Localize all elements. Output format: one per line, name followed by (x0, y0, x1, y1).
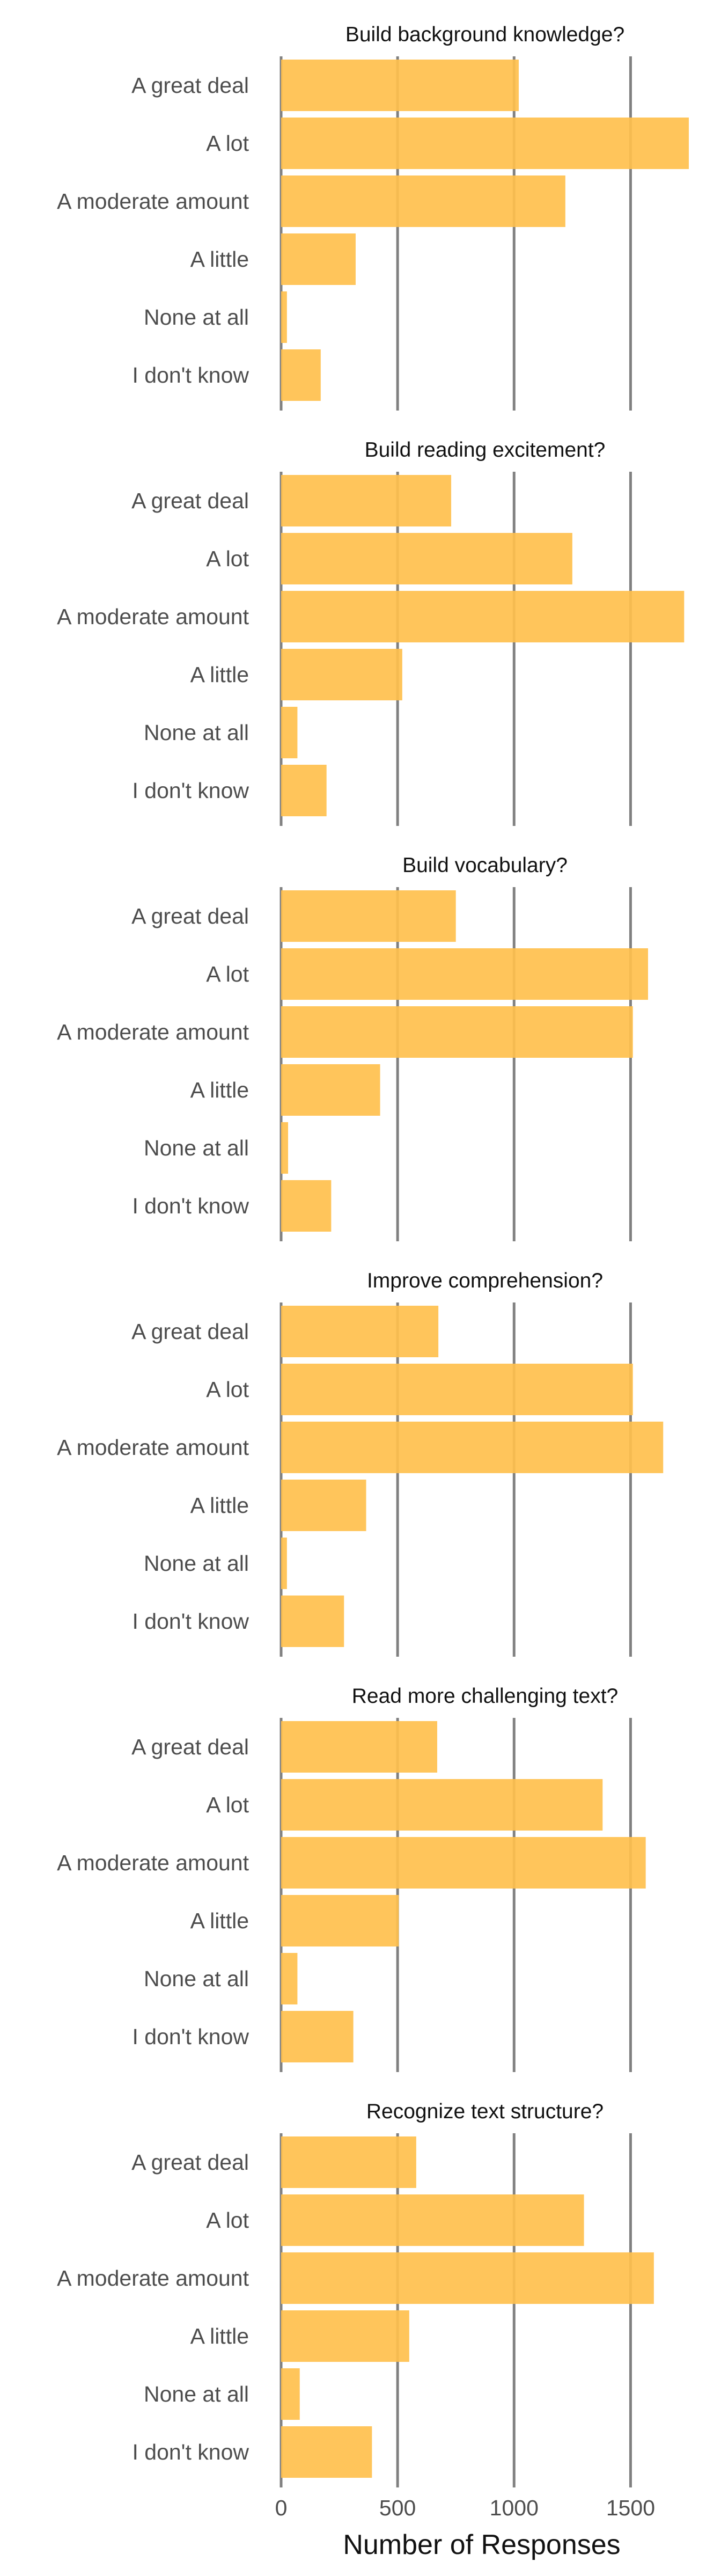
panel-title: Build reading excitement? (365, 438, 606, 462)
category-label: A little (190, 1493, 249, 1518)
bar (281, 60, 519, 111)
category-label: A great deal (131, 1735, 249, 1759)
bar (281, 1596, 344, 1647)
category-label: A little (190, 662, 249, 687)
category-label: A great deal (131, 488, 249, 513)
bar (281, 890, 456, 942)
x-tick-label: 0 (275, 2496, 288, 2520)
bar (281, 707, 298, 758)
category-label: None at all (144, 305, 249, 330)
panel-title: Recognize text structure? (366, 2100, 604, 2123)
bar (281, 1364, 633, 1415)
category-label: A great deal (131, 904, 249, 928)
category-label: I don't know (132, 2440, 249, 2464)
category-label: I don't know (132, 1609, 249, 1634)
bar (281, 1306, 439, 1357)
category-label: I don't know (132, 363, 249, 387)
category-label: A great deal (131, 73, 249, 98)
bar (281, 233, 356, 285)
bar (281, 1779, 603, 1831)
panel-title: Build vocabulary? (402, 854, 568, 877)
category-label: None at all (144, 2382, 249, 2406)
category-label: A great deal (131, 1319, 249, 1344)
category-label: None at all (144, 1551, 249, 1576)
category-label: A lot (206, 1792, 249, 1817)
category-label: A lot (206, 131, 249, 156)
category-label: I don't know (132, 778, 249, 803)
bar (281, 2252, 654, 2304)
bar (281, 118, 689, 169)
bar (281, 2011, 354, 2062)
bar (281, 1422, 664, 1473)
bar (281, 1721, 437, 1773)
x-tick-label: 1500 (606, 2496, 655, 2520)
bar (281, 1895, 399, 1946)
category-label: A little (190, 1078, 249, 1102)
x-axis-title: Number of Responses (343, 2529, 620, 2560)
category-label: A moderate amount (57, 1850, 249, 1875)
bar (281, 2136, 416, 2188)
bar (281, 349, 321, 401)
bar (281, 1538, 287, 1589)
bar (281, 948, 648, 1000)
bar (281, 2368, 300, 2420)
category-label: None at all (144, 1966, 249, 1991)
category-label: A moderate amount (57, 604, 249, 629)
panel-title: Improve comprehension? (367, 1269, 603, 1292)
bar (281, 2194, 584, 2246)
panel-title: Build background knowledge? (345, 23, 624, 46)
category-label: A moderate amount (57, 1020, 249, 1044)
bar (281, 649, 402, 700)
category-label: None at all (144, 1136, 249, 1160)
category-label: A little (190, 1908, 249, 1933)
bar (281, 1180, 332, 1232)
category-label: None at all (144, 720, 249, 745)
x-tick-label: 500 (379, 2496, 416, 2520)
bar (281, 1122, 289, 1174)
bar (281, 475, 452, 526)
bar (281, 1953, 298, 2004)
category-label: A lot (206, 2208, 249, 2233)
category-label: A lot (206, 546, 249, 571)
x-tick-label: 1000 (490, 2496, 539, 2520)
category-label: A little (190, 2324, 249, 2348)
bar (281, 591, 685, 642)
category-label: A moderate amount (57, 2266, 249, 2290)
bar (281, 1064, 380, 1116)
bar (281, 2310, 409, 2362)
bar (281, 175, 565, 227)
bar (281, 533, 572, 584)
bar (281, 1006, 633, 1058)
category-label: A lot (206, 962, 249, 986)
panel-title: Read more challenging text? (352, 1685, 618, 1708)
category-label: A great deal (131, 2150, 249, 2175)
category-label: A moderate amount (57, 1435, 249, 1460)
bar (281, 1480, 366, 1531)
bar (281, 765, 327, 816)
category-label: A little (190, 247, 249, 272)
category-label: I don't know (132, 2024, 249, 2049)
category-label: A lot (206, 1377, 249, 1402)
category-label: A moderate amount (57, 189, 249, 214)
bar (281, 291, 287, 343)
bar (281, 2426, 372, 2478)
bar (281, 1837, 646, 1889)
category-label: I don't know (132, 1194, 249, 1218)
